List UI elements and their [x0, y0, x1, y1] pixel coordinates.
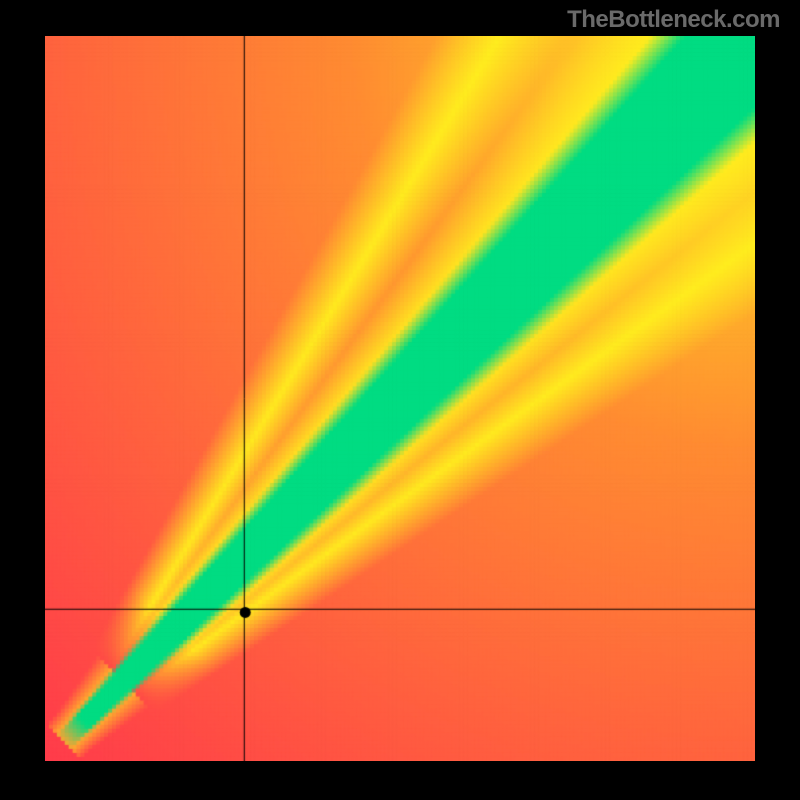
- watermark-text: TheBottleneck.com: [567, 6, 780, 34]
- chart-container: TheBottleneck.com: [0, 0, 800, 800]
- bottleneck-heatmap-canvas: [45, 36, 755, 761]
